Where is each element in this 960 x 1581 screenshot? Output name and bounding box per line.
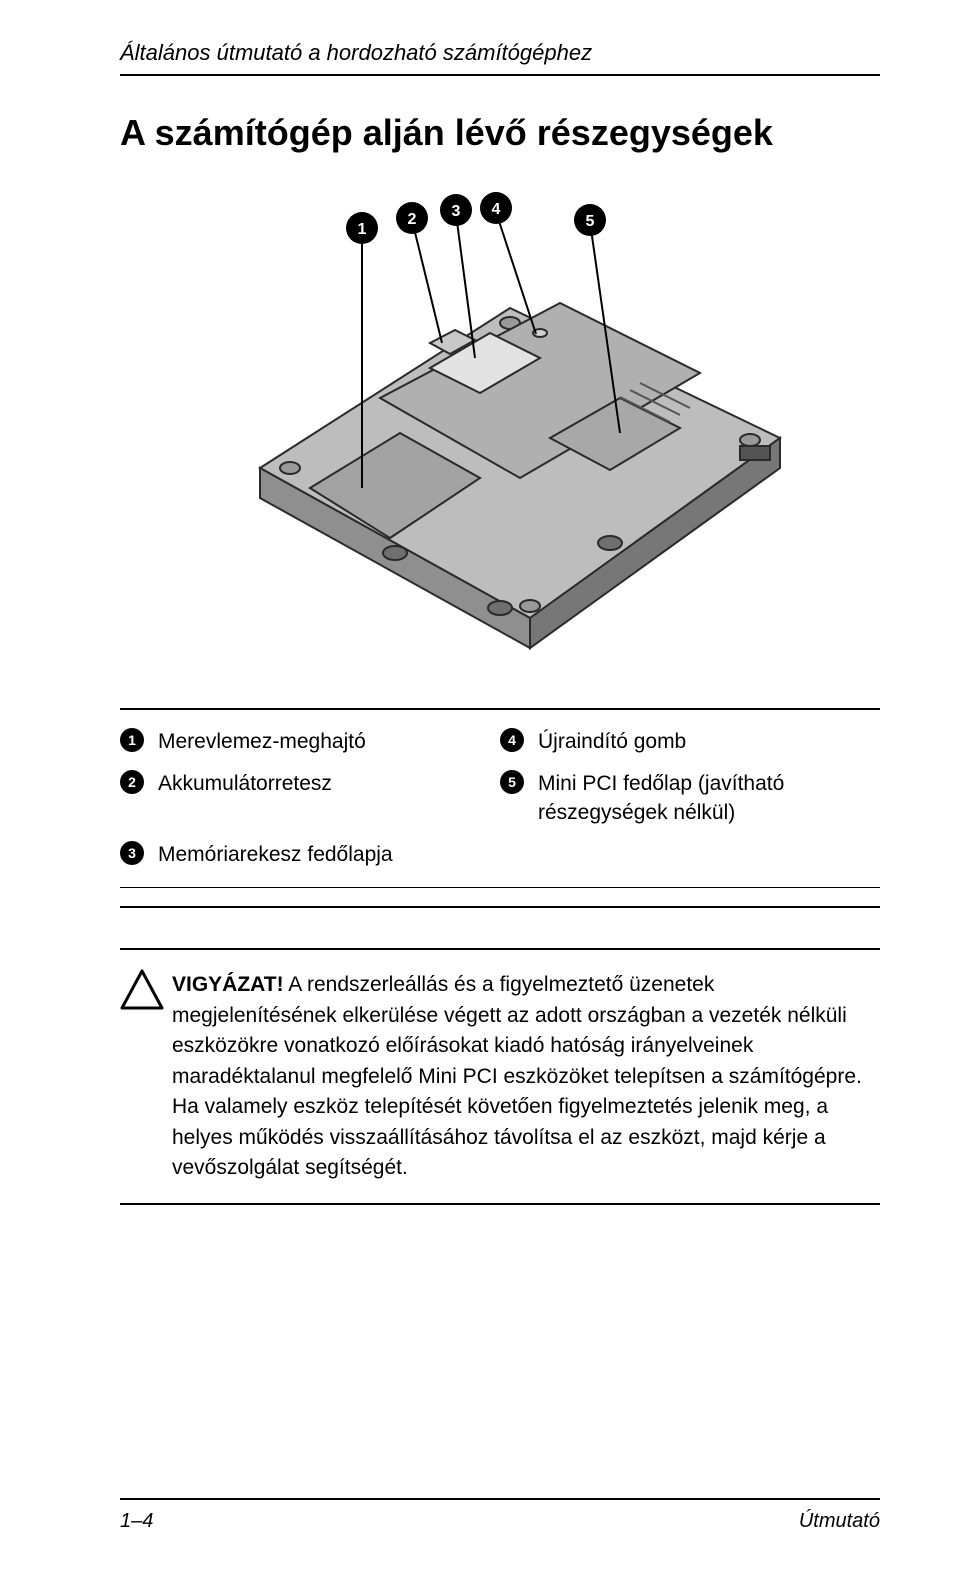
caution-body: A rendszerleállás és a figyelmeztető üze… [172,973,862,1179]
laptop-bottom-diagram: 1 2 3 4 5 [120,178,880,678]
legend-row: 1 Merevlemez-meghajtó 4 Újraindító gomb [120,728,880,756]
callout-5: 5 [586,213,595,230]
header-title: Általános útmutató a hordozható számítóg… [120,40,880,66]
header-rule [120,74,880,76]
legend-text: Memóriarekesz fedőlapja [158,841,393,869]
callout-1: 1 [358,221,367,238]
legend-bullet: 5 [500,770,524,794]
callout-4: 4 [492,201,501,218]
legend-bullet: 4 [500,728,524,752]
caution-text: VIGYÁZAT! A rendszerleállás és a figyelm… [172,970,880,1183]
laptop-diagram-svg: 1 2 3 4 5 [180,188,820,668]
legend-bullet: 2 [120,770,144,794]
legend-text: Merevlemez-meghajtó [158,728,366,756]
footer-label: Útmutató [799,1510,880,1533]
legend-text: Mini PCI fedőlap (javítható részegységek… [538,770,880,827]
section-title: A számítógép alján lévő részegységek [120,112,880,154]
legend-table: 1 Merevlemez-meghajtó 4 Újraindító gomb … [120,708,880,908]
legend-row: 3 Memóriarekesz fedőlapja [120,841,880,869]
callout-2: 2 [408,211,417,228]
page-footer: 1–4 Útmutató [120,1498,880,1533]
legend-row: 2 Akkumulátorretesz 5 Mini PCI fedőlap (… [120,770,880,827]
footer-page: 1–4 [120,1510,153,1533]
callout-3: 3 [452,203,461,220]
legend-text: Akkumulátorretesz [158,770,332,798]
warning-icon [120,968,164,1012]
caution-box: VIGYÁZAT! A rendszerleállás és a figyelm… [120,948,880,1205]
caution-label: VIGYÁZAT! [172,973,284,996]
legend-bullet: 1 [120,728,144,752]
legend-text: Újraindító gomb [538,728,686,756]
legend-bullet: 3 [120,841,144,865]
footer-rule [120,1498,880,1500]
